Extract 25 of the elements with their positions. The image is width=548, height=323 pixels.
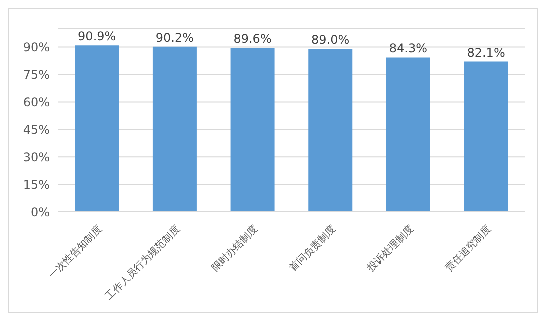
data-label: 82.1%	[467, 46, 506, 60]
y-tick-label: 60%	[23, 95, 50, 110]
y-tick-label: 75%	[23, 68, 50, 82]
data-label: 84.3%	[389, 42, 428, 56]
bar	[386, 58, 430, 212]
bar	[308, 49, 353, 212]
y-tick-label: 90%	[23, 40, 50, 55]
bar	[75, 46, 120, 212]
bar	[230, 48, 275, 212]
x-tick-label: 首问负责制度	[287, 223, 338, 274]
data-label: 90.2%	[156, 30, 194, 45]
x-tick-label: 工作人员行为规范制度	[103, 223, 183, 302]
y-tick-label: 15%	[23, 178, 50, 192]
bar	[152, 46, 197, 212]
x-tick-label: 责任追究制度	[442, 223, 494, 274]
bar	[464, 62, 508, 212]
data-label: 89.0%	[312, 33, 350, 48]
data-label: 89.6%	[234, 32, 272, 46]
x-tick-label: 投诉处理制度	[364, 223, 416, 275]
data-label: 90.9%	[78, 30, 116, 44]
x-tick-label: 限时办结制度	[209, 223, 260, 274]
y-tick-label: 30%	[23, 150, 50, 164]
x-tick-label: 一次性告知制度	[46, 223, 105, 282]
y-tick-label: 0%	[30, 205, 50, 220]
y-tick-label: 45%	[23, 122, 50, 137]
